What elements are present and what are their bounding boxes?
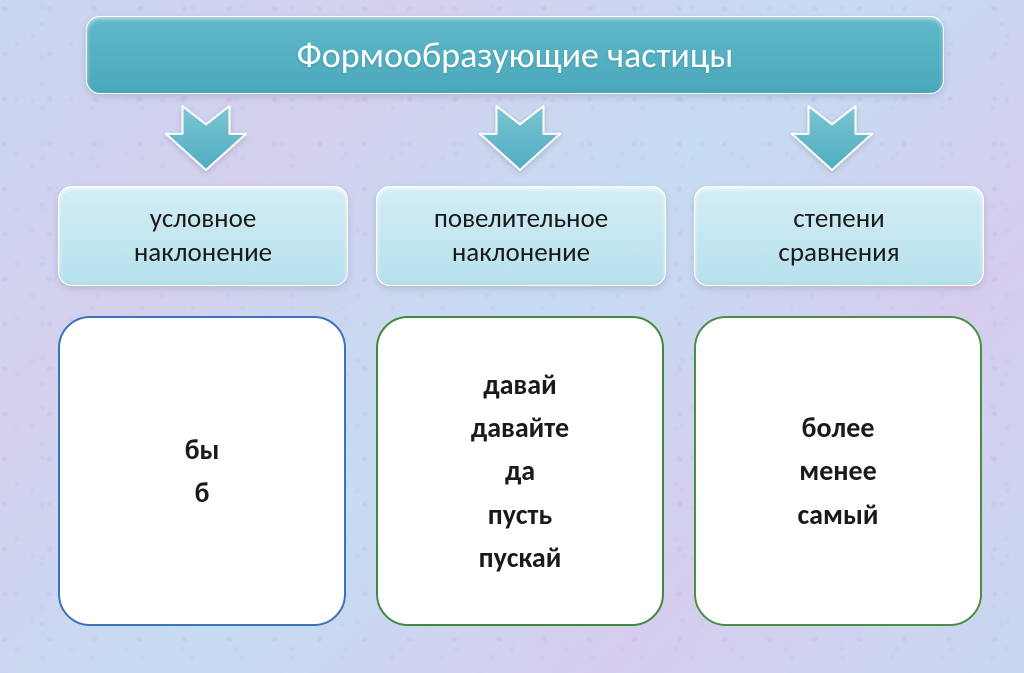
- title-text: Формообразующие частицы: [297, 33, 734, 77]
- category-box: повелительное наклонение: [376, 186, 666, 286]
- content-text: бы б: [185, 428, 220, 515]
- category-label: повелительное наклонение: [434, 202, 608, 270]
- title-box: Формообразующие частицы: [86, 16, 944, 94]
- content-box: давай давайте да пусть пускай: [376, 316, 664, 626]
- content-text: более менее самый: [797, 406, 878, 536]
- content-box: более менее самый: [694, 316, 982, 626]
- diagram-stage: Формообразующие частицы условное наклонен…: [0, 0, 1024, 673]
- arrow-down-icon: [164, 104, 248, 172]
- arrow-down-icon: [478, 104, 562, 172]
- category-box: степени сравнения: [694, 186, 984, 286]
- category-box: условное наклонение: [58, 186, 348, 286]
- arrow-down-icon: [790, 104, 874, 172]
- category-label: степени сравнения: [778, 202, 899, 270]
- content-box: бы б: [58, 316, 346, 626]
- content-text: давай давайте да пусть пускай: [471, 363, 569, 580]
- category-label: условное наклонение: [134, 202, 272, 270]
